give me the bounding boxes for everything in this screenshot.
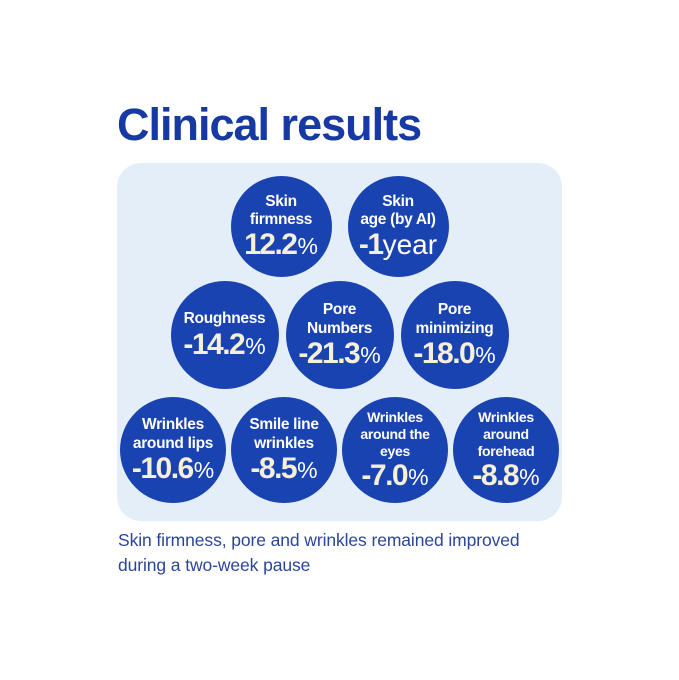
stat-label: Pore minimizing: [415, 301, 494, 337]
stat-value: 12.2%: [244, 230, 318, 260]
stat-label: Wrinkles around the eyes: [360, 409, 430, 459]
stat-value: -7.0%: [361, 458, 429, 492]
stat-bubble-roughness: Roughness -14.2%: [170, 281, 279, 389]
stat-unit: %: [408, 463, 429, 490]
stat-bubble-wrinkles-lips: Wrinkles around lips -10.6%: [120, 397, 226, 503]
stat-value: -8.8%: [472, 458, 540, 492]
stat-unit: %: [193, 456, 215, 483]
results-panel: Skin firmness 12.2% Skin age (by AI) -1y…: [117, 163, 562, 521]
stat-unit: %: [360, 341, 381, 368]
stat-number: -8.8: [472, 458, 519, 492]
stat-number: -7.0: [361, 458, 408, 492]
stat-value: -10.6%: [131, 451, 215, 485]
stat-label: Wrinkles around forehead: [477, 409, 535, 459]
stat-number: -14.2: [183, 327, 245, 361]
stat-unit: %: [475, 341, 496, 368]
stat-label: Smile line wrinkles: [249, 416, 319, 452]
stat-value: -18.0%: [413, 336, 496, 370]
stat-bubble-smile-line: Smile line wrinkles -8.5%: [231, 397, 337, 503]
stat-number: -18.0: [413, 336, 475, 370]
stat-bubble-pore-numbers: Pore Numbers -21.3%: [285, 281, 394, 389]
stat-bubble-wrinkles-forehead: Wrinkles around forehead -8.8%: [453, 397, 559, 503]
stat-label: Skin firmness: [249, 192, 313, 228]
stat-bubble-skin-age: Skin age (by AI) -1year: [347, 176, 449, 277]
page-title: Clinical results: [117, 99, 422, 150]
stat-bubble-pore-minimizing: Pore minimizing -18.0%: [400, 281, 509, 389]
bubble-row-2: Roughness -14.2% Pore Numbers -21.3% Por…: [170, 281, 509, 389]
stat-bubble-skin-firmness: Skin firmness 12.2%: [230, 176, 332, 277]
stat-unit: year: [382, 229, 438, 261]
stat-number: -21.3: [298, 336, 360, 370]
stat-number: -10.6: [131, 451, 194, 485]
stat-value: -1year: [359, 230, 437, 260]
stat-label: Roughness: [183, 310, 266, 328]
stat-number: -1: [358, 228, 384, 262]
stat-unit: %: [297, 233, 318, 260]
footnote-text: Skin firmness, pore and wrinkles remaine…: [118, 530, 520, 575]
stat-value: -8.5%: [250, 451, 318, 485]
stat-bubble-wrinkles-eyes: Wrinkles around the eyes -7.0%: [342, 397, 448, 503]
stat-label: Wrinkles around lips: [132, 416, 214, 452]
stat-unit: %: [245, 332, 266, 359]
stat-unit: %: [519, 463, 540, 490]
stat-number: 12.2: [244, 228, 298, 262]
stat-value: -14.2%: [183, 327, 266, 361]
stat-label: Skin age (by AI): [360, 192, 436, 228]
stat-unit: %: [297, 456, 318, 483]
stat-value: -21.3%: [298, 336, 381, 370]
stat-label: Pore Numbers: [306, 301, 373, 337]
bubble-row-3: Wrinkles around lips -10.6% Smile line w…: [120, 397, 559, 503]
bubble-row-1: Skin firmness 12.2% Skin age (by AI) -1y…: [230, 176, 449, 277]
stat-number: -8.5: [250, 451, 297, 485]
